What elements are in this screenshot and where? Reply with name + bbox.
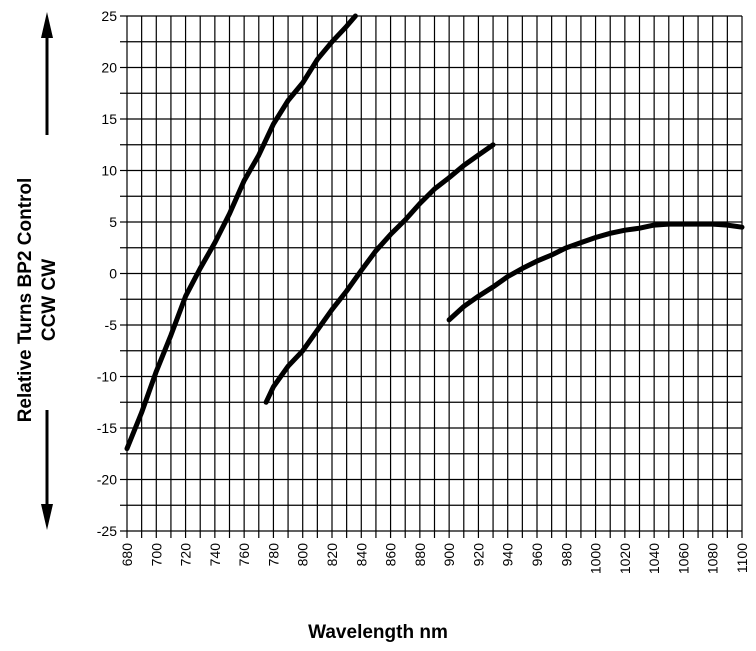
x-tick-label: 860 xyxy=(383,543,399,567)
x-tick-label: 800 xyxy=(295,543,311,567)
series-line-1 xyxy=(124,13,358,452)
y-tick-label: 20 xyxy=(101,60,117,76)
y-tick-labels: -25 -20 -15 -10 -5 0 5 10 15 20 25 xyxy=(97,8,117,539)
x-tick-label: 1000 xyxy=(588,543,604,574)
x-tick-label: 1100 xyxy=(734,543,750,573)
x-tick-label: 840 xyxy=(353,543,369,567)
y-tick-label: -25 xyxy=(97,523,117,539)
series-lines xyxy=(124,13,745,452)
arrow-up-head xyxy=(41,12,53,38)
series-line-2 xyxy=(263,142,496,405)
x-tick-label: 1080 xyxy=(705,543,721,574)
y-tick-label: -10 xyxy=(97,369,117,385)
x-tick-label: 1040 xyxy=(646,543,662,574)
axis-arrows xyxy=(41,12,53,530)
y-axis-label-area: Relative Turns BP2 Control CCW CW xyxy=(0,0,80,560)
y-tick-label: 0 xyxy=(109,266,117,282)
y-axis-label-line1: Relative Turns BP2 Control xyxy=(15,177,36,423)
x-tick-label: 700 xyxy=(148,543,164,567)
x-tick-label: 920 xyxy=(470,543,486,567)
x-tick-label: 720 xyxy=(178,543,194,567)
y-tick-label: 5 xyxy=(109,214,117,230)
grid xyxy=(120,15,743,538)
x-tick-label: 880 xyxy=(412,543,428,567)
x-tick-label: 1020 xyxy=(617,543,633,574)
y-tick-label: -20 xyxy=(97,472,117,488)
y-axis-label: Relative Turns BP2 Control CCW CW xyxy=(14,178,62,423)
x-tick-label: 760 xyxy=(236,543,252,567)
series-line-3 xyxy=(446,221,745,323)
x-tick-label: 980 xyxy=(558,543,574,567)
x-tick-label: 1060 xyxy=(675,543,691,574)
x-tick-label: 900 xyxy=(441,543,457,567)
x-tick-label: 960 xyxy=(529,543,545,567)
x-tick-label: 940 xyxy=(500,543,516,567)
y-tick-label: 25 xyxy=(101,8,117,24)
y-axis-label-line2: CCW CW xyxy=(39,258,60,342)
x-tick-label: 740 xyxy=(207,543,223,567)
y-tick-label: 10 xyxy=(101,163,117,179)
y-tick-label: 15 xyxy=(101,111,117,127)
x-tick-label: 680 xyxy=(119,543,135,567)
y-tick-label: -5 xyxy=(105,317,118,333)
arrow-down-head xyxy=(41,504,53,530)
x-axis-label: Wavelength nm xyxy=(308,622,448,643)
x-tick-label: 820 xyxy=(324,543,340,567)
y-tick-label: -15 xyxy=(97,420,117,436)
x-tick-labels: 680 700 720 740 760 780 800 820 840 860 880 900 920 9… xyxy=(119,543,750,574)
x-tick-label: 780 xyxy=(265,543,281,567)
